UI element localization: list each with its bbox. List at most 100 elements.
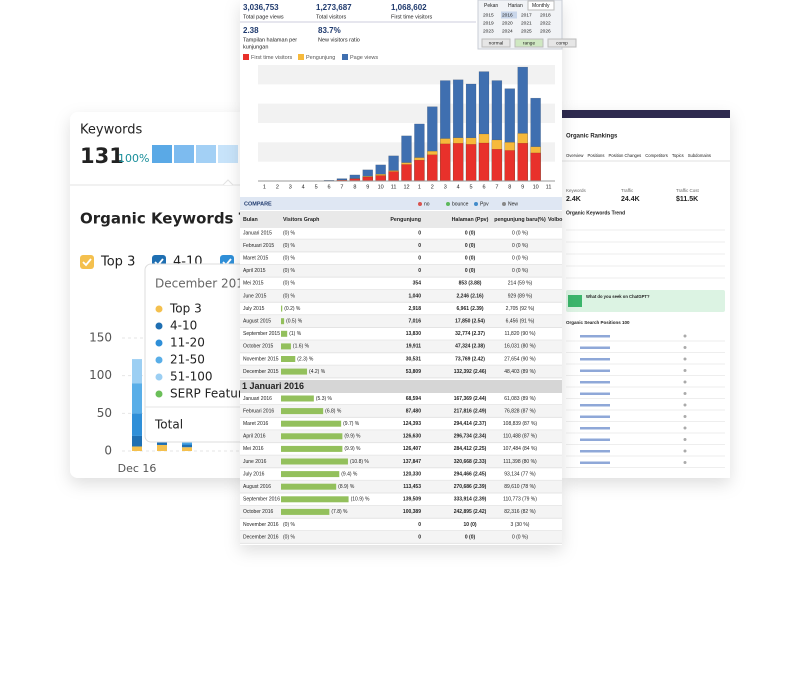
tab[interactable]: Pekan xyxy=(484,3,498,9)
tab[interactable]: Subdomains xyxy=(688,153,711,158)
tab[interactable]: Positions xyxy=(587,153,604,158)
bar-segment xyxy=(132,383,142,414)
legend-label: Pengunjung xyxy=(306,55,335,61)
row-link xyxy=(580,358,610,361)
share-label: (8.9) % xyxy=(338,484,355,490)
new-visitors: 0 (0 %) xyxy=(512,243,528,249)
compare-icon[interactable] xyxy=(502,202,506,206)
x-tick-label: 2 xyxy=(276,184,279,190)
table-header: pengunjung baru(%) xyxy=(494,217,546,223)
month: December 2015 xyxy=(243,369,279,375)
tab[interactable]: Position Changes xyxy=(608,153,641,158)
tab[interactable]: Monthly xyxy=(532,3,550,9)
panel-title: Organic Rankings xyxy=(566,134,618,140)
x-tick-label: 11 xyxy=(546,184,552,190)
row-link xyxy=(580,404,610,407)
pages: 6,961 (2.39) xyxy=(457,306,484,312)
share-label: (0) % xyxy=(283,293,296,299)
button-bg[interactable] xyxy=(514,38,544,48)
legend-label: Page views xyxy=(350,55,378,61)
legend-dot xyxy=(155,322,163,330)
year[interactable]: 2026 xyxy=(540,28,551,34)
legend-dot xyxy=(155,339,163,347)
pages: 296,734 (2.34) xyxy=(454,434,487,440)
year[interactable]: 2021 xyxy=(521,20,532,26)
year[interactable]: 2016 xyxy=(502,12,513,18)
year[interactable]: 2020 xyxy=(502,20,513,26)
new-visitors: 27,654 (90 %) xyxy=(504,356,536,362)
new-visitors: 2,705 (92 %) xyxy=(506,306,535,312)
share-label: (2.3) % xyxy=(297,356,314,362)
year[interactable]: 2018 xyxy=(540,12,551,18)
month: October 2015 xyxy=(243,344,274,350)
metric-label: Keywords xyxy=(566,188,587,193)
new-visitors: 82,316 (82 %) xyxy=(504,509,536,515)
share-label: (9.7) % xyxy=(343,421,360,427)
new-visitors: 3 (30 %) xyxy=(511,522,530,528)
bar xyxy=(504,150,516,182)
share-label: (0) % xyxy=(283,281,296,287)
compare-icon[interactable] xyxy=(446,202,450,206)
new-visitors: 108,839 (87 %) xyxy=(503,421,538,427)
year[interactable]: 2019 xyxy=(483,20,494,26)
legend-label: 51-100 xyxy=(170,370,213,384)
tab[interactable]: Competitors xyxy=(645,153,668,158)
row-link xyxy=(580,427,610,430)
x-tick-label: 11 xyxy=(391,184,397,190)
visitors: 354 xyxy=(413,281,422,287)
pages: 0 (0) xyxy=(465,243,476,249)
y-tick-label: 100 xyxy=(89,368,112,382)
visitors: 0 xyxy=(418,230,421,236)
row-dot xyxy=(683,357,687,361)
checkbox-label: Top 3 xyxy=(100,255,135,270)
year[interactable]: 2017 xyxy=(521,12,532,18)
pages: 167,369 (2.44) xyxy=(454,396,487,402)
button-bg[interactable] xyxy=(547,38,577,48)
button-bg[interactable] xyxy=(481,38,511,48)
row-dot xyxy=(683,403,687,407)
share-label: (0) % xyxy=(283,522,296,528)
bar-segment xyxy=(182,443,192,445)
row-dot xyxy=(683,369,687,372)
share-label: (10.9) % xyxy=(351,497,370,503)
rankings-panel: Organic Rankings Overview Positions Positio… xyxy=(562,110,730,478)
new-visitors: 0 (0 %) xyxy=(512,534,528,540)
metric-value: 24.4K xyxy=(621,196,640,203)
tab[interactable]: Topics xyxy=(672,153,684,158)
year[interactable]: 2015 xyxy=(483,12,494,18)
row-dot xyxy=(683,334,687,338)
year[interactable]: 2025 xyxy=(521,28,532,34)
month: September 2016 xyxy=(243,497,280,503)
legend-dot xyxy=(155,356,163,364)
promo-box xyxy=(566,290,725,312)
share-bar xyxy=(281,458,348,465)
tab[interactable]: Harian xyxy=(508,3,523,9)
keywords-card: Keywords 131 100% Organic Keywords Tre 0… xyxy=(70,112,265,478)
compare-icon[interactable] xyxy=(474,202,478,206)
new-visitors: 48,403 (89 %) xyxy=(504,369,536,375)
row-link xyxy=(580,438,610,441)
stat-value: 3,036,753 xyxy=(243,3,279,12)
x-tick-label: 8 xyxy=(353,184,356,190)
row-link xyxy=(580,461,610,464)
year[interactable]: 2024 xyxy=(502,28,513,34)
year[interactable]: 2023 xyxy=(483,28,494,34)
tab[interactable]: Overview xyxy=(566,153,584,158)
visitors: 2,918 xyxy=(408,306,421,312)
top-bar xyxy=(562,110,730,118)
y-tick-label: 0 xyxy=(104,444,112,458)
share-label: (0) % xyxy=(283,268,296,274)
checkbox[interactable] xyxy=(80,255,94,269)
compare-icon[interactable] xyxy=(418,202,422,206)
bar-chip xyxy=(152,145,172,163)
share-bar xyxy=(281,368,308,375)
bar-segment xyxy=(157,441,167,445)
year[interactable]: 2022 xyxy=(540,20,551,26)
month: October 2016 xyxy=(243,509,274,515)
month: June 2016 xyxy=(243,459,267,465)
bar xyxy=(427,154,438,182)
month: Mei 2015 xyxy=(243,281,264,287)
label: Keywords xyxy=(80,123,143,138)
share-bar xyxy=(281,305,283,312)
visitors: 87,480 xyxy=(406,408,422,414)
